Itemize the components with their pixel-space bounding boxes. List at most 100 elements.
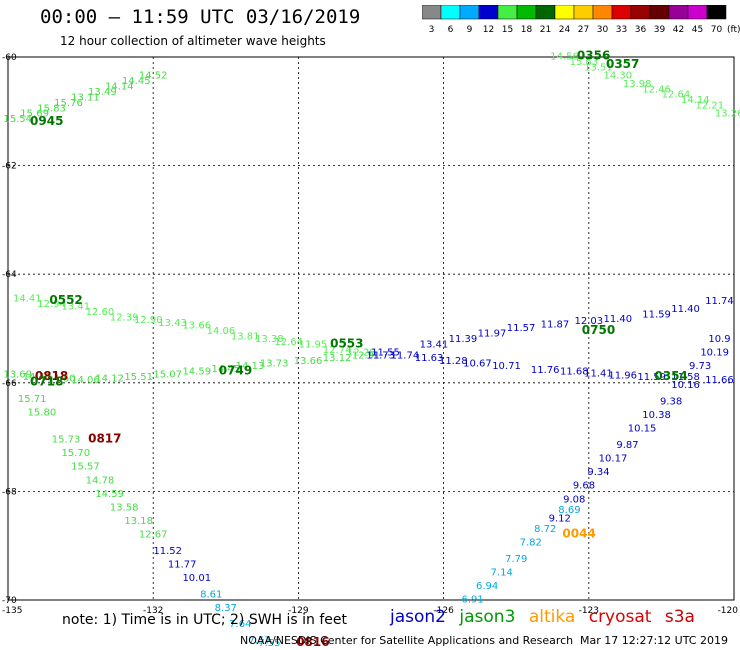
sat-jason3: jason3 (459, 607, 516, 627)
swh-value-label: 13.51 (584, 63, 613, 74)
lat-tick-label: -60 (2, 53, 17, 63)
map-frame (7, 56, 735, 601)
swh-value-label: 12.90 (134, 315, 163, 326)
swh-value-label: 14.30 (604, 71, 633, 82)
scale-label: 9 (467, 25, 473, 35)
note-text: note: 1) Time is in UTC; 2) SWH is in fe… (62, 612, 348, 628)
swh-value-label: 11.41 (584, 368, 613, 379)
swh-value-label: 9.38 (660, 397, 682, 408)
swh-value-label: 11.28 (439, 356, 468, 367)
pass-time-label: 0357 (606, 57, 639, 71)
lat-tick-label: -68 (2, 487, 17, 497)
lon-tick-label: -120 (718, 606, 739, 616)
swh-value-label: 8.37 (215, 603, 237, 614)
scale-label: 30 (597, 25, 609, 35)
swh-value-label: 11.57 (507, 323, 536, 334)
swh-value-label: 11.96 (608, 370, 637, 381)
swh-value-label: 6.91 (462, 595, 484, 606)
swh-value-label: 13.49 (88, 87, 117, 98)
swh-value-label: 10.17 (599, 454, 628, 465)
scale-label: 42 (673, 25, 684, 35)
swh-value-label: 14.06 (207, 326, 236, 337)
swh-value-label: 15.70 (61, 448, 90, 459)
swh-value-label: 15.73 (52, 435, 81, 446)
swh-value-label: 15.51 (124, 372, 153, 383)
swh-value-label: 15.69 (20, 109, 49, 120)
swh-value-label: 11.40 (604, 314, 633, 325)
swh-value-label: 13.41 (420, 340, 449, 351)
swh-value-label: 11.58 (671, 372, 700, 383)
scale-label: 6 (448, 25, 454, 35)
swh-value-label: 10.01 (182, 573, 211, 584)
lon-tick-label: -126 (433, 606, 454, 616)
swh-value-label: 9.68 (573, 481, 595, 492)
swh-value-label: 7.55 (258, 638, 280, 649)
swh-value-label: 9.12 (549, 513, 571, 524)
swh-value-label: 10.19 (700, 348, 729, 359)
swh-value-label: 15.63 (570, 57, 599, 68)
swh-value-label: 14.45 (211, 364, 240, 375)
page-title: 00:00 – 11:59 UTC 03/16/2019 (40, 6, 361, 28)
swh-value-label: 11.40 (671, 304, 700, 315)
swh-value-label: 14.14 (681, 95, 710, 106)
scale-label: 45 (692, 25, 703, 35)
swh-value-label: 11.39 (449, 334, 478, 345)
sat-cryosat: cryosat (588, 607, 652, 627)
swh-value-label: 7.82 (520, 538, 542, 549)
swh-value-label: 12.21 (695, 101, 724, 112)
swh-value-label: 11.87 (541, 319, 570, 330)
swh-value-label: 13.69 (3, 369, 32, 380)
scale-label: 21 (540, 25, 551, 35)
swh-value-label: 12.64 (274, 337, 303, 348)
swh-value-label: 13.38 (255, 334, 284, 345)
swh-value-label: 15.80 (28, 407, 57, 418)
swh-value-label: 12.03 (574, 316, 603, 327)
swh-value-label: 10.67 (463, 359, 492, 370)
scale-label: 33 (616, 25, 627, 35)
swh-value-label: 15.57 (71, 462, 100, 473)
swh-value-label: 10.38 (642, 410, 671, 421)
scale-unit: (ft) (727, 25, 740, 35)
pass-time-label: 0356 (577, 49, 610, 63)
lon-tick-label: -129 (288, 606, 309, 616)
swh-value-label: 11.63 (415, 353, 444, 364)
swh-value-label: 9.08 (563, 494, 585, 505)
scale-label: 3 (429, 25, 435, 35)
page-subtitle: 12 hour collection of altimeter wave hei… (60, 34, 326, 48)
swh-value-label: 12.64 (662, 90, 691, 101)
swh-value-label: 13.12 (323, 353, 352, 364)
scale-label: 36 (635, 25, 647, 35)
swh-value-label: 11.59 (642, 310, 671, 321)
swh-value-label: 11.59 (637, 372, 666, 383)
swh-value-label: 9.87 (616, 440, 638, 451)
swh-value-label: 11.77 (168, 559, 197, 570)
swh-value-label: 10.15 (628, 424, 657, 435)
swh-value-label: 8.72 (534, 524, 556, 535)
pass-time-label: 0718 (30, 375, 63, 389)
swh-value-label: 11.68 (560, 367, 589, 378)
swh-value-label: 7.79 (505, 554, 527, 565)
swh-value-label: 7.57 (249, 635, 271, 646)
swh-value-label: 14.59 (182, 367, 211, 378)
scale-label: 39 (654, 25, 666, 35)
scale-label: 70 (711, 25, 723, 35)
swh-value-label: 10.71 (492, 361, 521, 372)
scale-swatch (706, 5, 727, 20)
swh-value-label: 13.43 (158, 318, 187, 329)
swh-value-label: 10.16 (671, 380, 700, 391)
swh-value-label: 12.67 (139, 530, 168, 541)
swh-value-label: 9.73 (689, 361, 711, 372)
swh-value-label: 14.45 (122, 76, 151, 87)
swh-value-label: 7.64 (229, 619, 251, 630)
swh-value-label: 12.74 (323, 345, 352, 356)
swh-value-label: 14.14 (105, 82, 134, 93)
swh-value-label: 13.58 (110, 502, 139, 513)
scale-label: 18 (521, 25, 533, 35)
lon-tick-label: -123 (579, 606, 599, 616)
swh-value-label: 15.76 (54, 98, 83, 109)
pass-time-label: 0553 (330, 337, 363, 351)
pass-time-label: 0044 (562, 527, 595, 541)
swh-value-label: 12.60 (86, 307, 115, 318)
swh-value-label: 11.73 (366, 350, 395, 361)
